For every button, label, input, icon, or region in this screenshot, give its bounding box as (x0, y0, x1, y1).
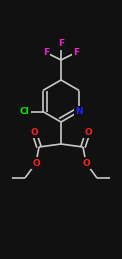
Text: O: O (82, 159, 90, 168)
Text: F: F (43, 48, 49, 57)
Text: O: O (30, 127, 38, 136)
Text: N: N (75, 107, 83, 116)
Text: Cl: Cl (20, 107, 30, 116)
Text: F: F (58, 40, 64, 48)
Text: O: O (84, 127, 92, 136)
Text: O: O (32, 159, 40, 168)
Text: F: F (73, 48, 79, 57)
